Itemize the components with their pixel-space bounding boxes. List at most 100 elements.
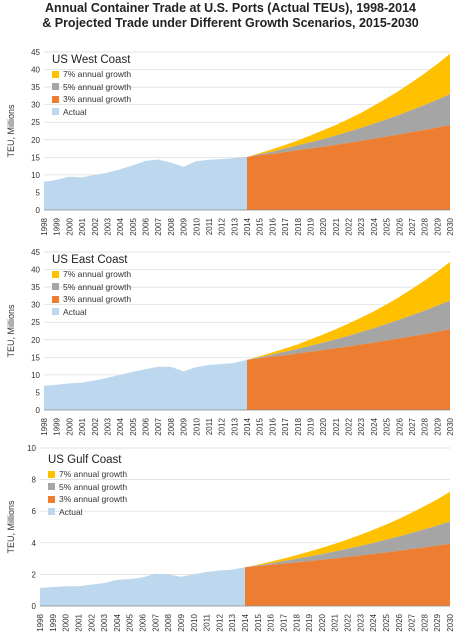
legend-swatch-actual — [52, 108, 59, 116]
west-y-tick-label: 40 — [31, 66, 40, 75]
gulf-x-tick-label: 1998 — [36, 613, 45, 631]
gulf-x-tick-label: 2008 — [164, 613, 173, 631]
west-x-tick-label: 2019 — [306, 217, 315, 235]
west-x-tick-label: 2015 — [256, 217, 265, 235]
east-coast-title: US East Coast — [52, 254, 128, 266]
gulf-coast-chart: 0 2 4 6 8 10 1998 1999 2000 2001 2002 2003 2004 2005 2… — [6, 444, 455, 632]
east-coast-legend: US East Coast 7% annual growth 5% annual… — [52, 254, 131, 318]
west-y-tick-label: 0 — [36, 206, 41, 215]
gulf-x-tick-label: 2029 — [433, 613, 442, 631]
east-y-tick-label: 0 — [36, 406, 41, 415]
legend-swatch-7pct — [52, 70, 59, 78]
west-y-tick-label: 30 — [31, 101, 40, 110]
gulf-x-tick-label: 2000 — [62, 613, 71, 631]
legend-item-actual: Actual — [52, 106, 131, 119]
west-coast-panel: 0 5 10 15 20 25 30 35 40 45 1998 1999 2000 2001 2002 20… — [0, 36, 461, 242]
east-x-tick-label: 2030 — [446, 417, 455, 435]
west-x-tick-label: 2006 — [142, 217, 151, 235]
legend-swatch-5pct — [52, 283, 59, 291]
west-7pct-area — [247, 53, 450, 157]
gulf-x-tick-label: 2020 — [318, 613, 327, 631]
legend-label-3pct: 3% annual growth — [63, 94, 132, 105]
gulf-y-tick-label: 0 — [32, 602, 37, 611]
east-x-tick-label: 2018 — [294, 417, 303, 435]
west-x-tick-label: 2017 — [281, 217, 290, 235]
west-y-tick-label: 15 — [31, 153, 40, 162]
east-x-tick-label: 2017 — [281, 417, 290, 435]
east-actual-area — [44, 359, 247, 410]
legend-label-3pct: 3% annual growth — [59, 494, 128, 505]
east-x-tick-label: 2007 — [154, 417, 163, 435]
legend-swatch-3pct — [52, 295, 59, 303]
west-x-tick-label: 2010 — [192, 217, 201, 235]
west-x-tick-label: 2018 — [294, 217, 303, 235]
east-x-tick-label: 2015 — [256, 417, 265, 435]
west-y-tick-label: 20 — [31, 136, 40, 145]
gulf-x-tick-label: 2021 — [331, 613, 340, 631]
gulf-coast-panel: 0 2 4 6 8 10 1998 1999 2000 2001 2002 2003 2004 2005 2… — [0, 440, 461, 637]
chart-title-line-1: Annual Container Trade at U.S. Ports (Ac… — [45, 1, 416, 15]
east-x-tick-label: 2000 — [65, 417, 74, 435]
legend-swatch-actual — [52, 308, 59, 316]
gulf-x-tick-label: 1999 — [49, 613, 58, 631]
east-7pct-area — [247, 261, 450, 360]
east-5pct-area — [247, 300, 450, 360]
west-y-axis-label: TEU, Millions — [6, 104, 16, 158]
east-x-tick-label: 2029 — [433, 417, 442, 435]
gulf-x-tick-label: 2028 — [420, 613, 429, 631]
west-x-tick-label: 2024 — [370, 217, 379, 235]
west-x-tick-label: 2000 — [65, 217, 74, 235]
legend-label-actual: Actual — [59, 506, 83, 517]
west-y-tick-label: 25 — [31, 118, 40, 127]
gulf-x-tick-label: 2023 — [356, 613, 365, 631]
west-x-tick-label: 2007 — [154, 217, 163, 235]
legend-item-5pct: 5% annual growth — [52, 81, 131, 94]
east-y-tick-label: 10 — [31, 371, 40, 380]
west-x-tick-label: 1998 — [40, 217, 49, 235]
gulf-x-tick-label: 2006 — [139, 613, 148, 631]
legend-item-5pct: 5% annual growth — [52, 281, 131, 294]
legend-label-5pct: 5% annual growth — [59, 481, 128, 492]
legend-item-7pct: 7% annual growth — [52, 268, 131, 281]
east-x-tick-label: 2020 — [319, 417, 328, 435]
legend-swatch-actual — [48, 508, 55, 516]
east-y-tick-label: 35 — [31, 283, 40, 292]
legend-label-actual: Actual — [63, 106, 87, 117]
east-y-tick-label: 15 — [31, 353, 40, 362]
east-x-tick-label: 2004 — [116, 417, 125, 435]
west-3pct-area — [247, 125, 450, 210]
west-x-tick-label: 2013 — [230, 217, 239, 235]
east-x-tick-label: 2026 — [395, 417, 404, 435]
west-x-tick-label: 2012 — [218, 217, 227, 235]
legend-label-actual: Actual — [63, 306, 87, 317]
legend-item-7pct: 7% annual growth — [52, 68, 131, 81]
east-x-tick-label: 2024 — [370, 417, 379, 435]
east-x-tick-label: 2002 — [91, 417, 100, 435]
gulf-y-tick-label: 10 — [27, 444, 36, 453]
east-y-tick-label: 5 — [36, 388, 41, 397]
gulf-x-tick-label: 2016 — [267, 613, 276, 631]
gulf-x-tick-label: 2019 — [305, 613, 314, 631]
west-x-tick-label: 2020 — [319, 217, 328, 235]
east-x-tick-label: 2022 — [345, 417, 354, 435]
east-x-tick-label: 2012 — [218, 417, 227, 435]
west-x-tick-label: 2009 — [180, 217, 189, 235]
gulf-x-tick-label: 2011 — [203, 613, 212, 631]
legend-item-7pct: 7% annual growth — [48, 468, 127, 481]
west-coast-legend: US West Coast 7% annual growth 5% annual… — [52, 54, 131, 118]
west-x-tick-label: 2027 — [408, 217, 417, 235]
legend-label-7pct: 7% annual growth — [63, 69, 132, 80]
east-y-tick-label: 25 — [31, 318, 40, 327]
west-x-tick-label: 2022 — [345, 217, 354, 235]
west-x-tick-label: 2003 — [103, 217, 112, 235]
gulf-x-tick-label: 2014 — [241, 613, 250, 631]
gulf-y-tick-label: 2 — [32, 570, 37, 579]
legend-item-3pct: 3% annual growth — [52, 93, 131, 106]
east-y-tick-label: 20 — [31, 336, 40, 345]
east-3pct-area — [247, 329, 450, 410]
west-x-tick-label: 2011 — [205, 217, 214, 235]
legend-swatch-5pct — [52, 83, 59, 91]
gulf-x-tick-label: 2005 — [126, 613, 135, 631]
east-x-tick-label: 2008 — [167, 417, 176, 435]
